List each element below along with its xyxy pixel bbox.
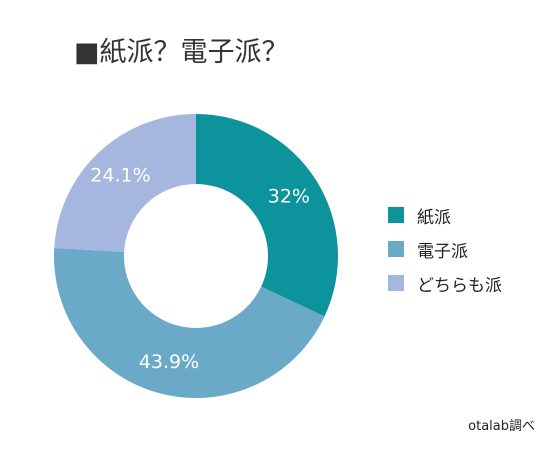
legend-label-digital: 電子派 bbox=[417, 241, 468, 262]
slice-paper bbox=[196, 114, 338, 317]
data-label-both: 24.1% bbox=[90, 165, 150, 187]
legend-swatch-paper bbox=[388, 207, 404, 223]
legend-item-digital: 電子派 bbox=[388, 232, 502, 266]
slice-digital bbox=[54, 247, 325, 399]
legend-label-paper: 紙派 bbox=[417, 207, 451, 228]
legend-swatch-both bbox=[388, 275, 404, 291]
chart-title: ■紙派？電子派？ bbox=[74, 37, 289, 68]
legend-item-paper: 紙派 bbox=[388, 198, 502, 232]
legend-swatch-digital bbox=[388, 241, 404, 257]
legend: 紙派 電子派 どちらも派 bbox=[388, 198, 502, 300]
data-label-paper: 32% bbox=[268, 186, 310, 208]
source-note: otalab調べ bbox=[468, 419, 535, 434]
legend-label-both: どちらも派 bbox=[417, 275, 502, 296]
data-label-digital: 43.9% bbox=[139, 351, 199, 373]
legend-item-both: どちらも派 bbox=[388, 266, 502, 300]
slice-both bbox=[54, 114, 197, 252]
